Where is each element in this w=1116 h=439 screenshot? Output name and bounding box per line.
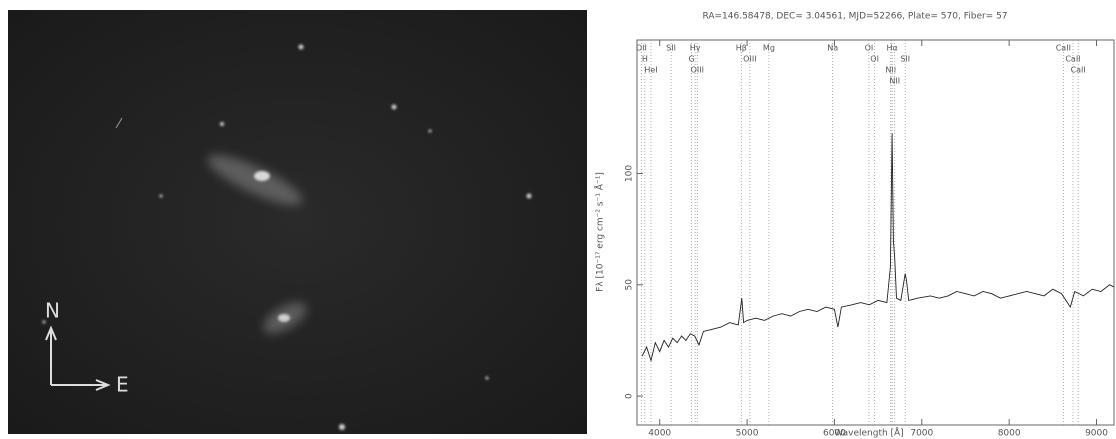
x-tick-label: 9000 (1085, 429, 1108, 439)
x-tick-label: 6000 (823, 429, 846, 439)
galaxy (207, 155, 303, 205)
spectral-line-label: OI (870, 55, 879, 64)
image-background (8, 10, 587, 434)
galaxy-core (254, 171, 270, 181)
spectral-line-label: Hγ (690, 44, 701, 53)
x-tick-label: 5000 (736, 429, 759, 439)
chart-title: RA=146.58478, DEC= 3.04561, MJD=52266, P… (702, 12, 1007, 22)
x-tick-label: 7000 (910, 429, 933, 439)
plot-frame (636, 39, 1115, 426)
x-tick-label: 4000 (648, 429, 671, 439)
sky-image: N E (8, 10, 587, 434)
stars (42, 44, 532, 430)
spectral-line-label: Mg (763, 44, 775, 53)
compass-north: N (45, 299, 60, 323)
y-tick-label: 100 (625, 165, 635, 182)
spectral-line-label: G (689, 55, 695, 64)
spectral-line-label: HeI (644, 66, 657, 75)
spectrum-line (641, 133, 1115, 363)
spectral-line-label: NII (885, 66, 896, 75)
spectral-line-label: SII (900, 55, 910, 64)
compass-east: E (116, 373, 129, 397)
spectral-line-label: H (642, 55, 648, 64)
spectral-line-label: CaII (1056, 44, 1071, 53)
spectral-line-label: CaII (1071, 66, 1086, 75)
y-tick-label: 0 (625, 393, 635, 399)
spectral-line-label: Hβ (736, 44, 747, 53)
spectral-line-label: SII (666, 44, 676, 53)
spectral-line-label: OI (865, 44, 874, 53)
y-tick-label: 50 (625, 279, 635, 291)
spectral-line-label: OII (636, 44, 647, 53)
spectral-line-label: CaII (1065, 55, 1080, 64)
spectral-line-label: Hα (886, 44, 897, 53)
compass (45, 325, 111, 391)
galaxy-core (278, 314, 290, 322)
spectral-line-label: Na (827, 44, 838, 53)
spectral-line-label: NII (889, 77, 900, 86)
x-tick-label: 8000 (998, 429, 1021, 439)
spectral-line-label: OIII (691, 66, 704, 75)
x-axis-label: Wavelength [Å] (834, 427, 903, 439)
y-axis-label: Fλ [10⁻¹⁷ erg cm⁻² s⁻¹ Å⁻¹] (594, 172, 606, 292)
spectral-line-label: OIII (743, 55, 756, 64)
